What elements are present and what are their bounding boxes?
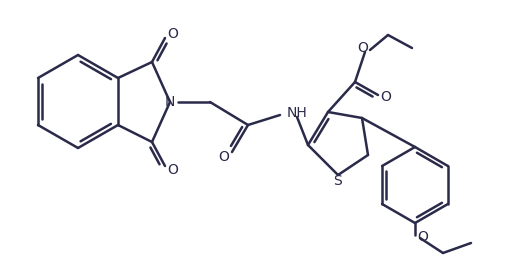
Text: NH: NH: [287, 106, 308, 120]
Text: O: O: [358, 41, 368, 55]
Text: O: O: [219, 150, 229, 164]
Text: O: O: [168, 163, 179, 177]
Text: N: N: [165, 95, 175, 109]
Text: O: O: [418, 230, 428, 244]
Text: O: O: [381, 90, 391, 104]
Text: O: O: [168, 27, 179, 41]
Text: S: S: [333, 174, 342, 188]
